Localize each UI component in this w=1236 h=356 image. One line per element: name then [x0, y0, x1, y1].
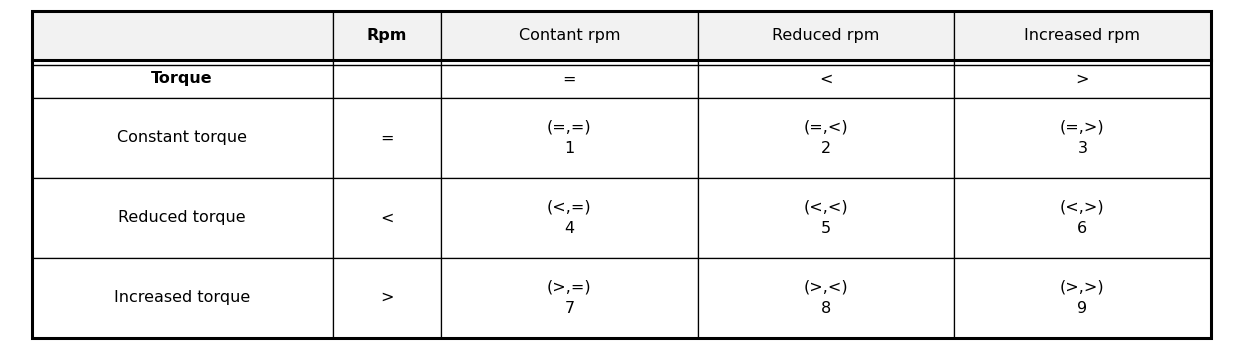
Text: Reduced rpm: Reduced rpm [772, 28, 880, 43]
Bar [332, 258, 441, 337]
Bar [954, 11, 1210, 59]
Text: Constant torque: Constant torque [117, 130, 247, 146]
Text: >: > [1075, 71, 1089, 86]
Text: (<,>)
6: (<,>) 6 [1060, 200, 1105, 236]
Text: Increased torque: Increased torque [114, 290, 250, 305]
Bar [32, 59, 332, 98]
Text: =: = [562, 71, 576, 86]
Text: <: < [381, 210, 393, 225]
Bar [32, 178, 332, 258]
Bar [697, 178, 954, 258]
Text: (=,=)
1: (=,=) 1 [548, 120, 592, 156]
Text: (>,=)
7: (>,=) 7 [548, 280, 592, 316]
Bar [954, 98, 1210, 178]
Text: Increased rpm: Increased rpm [1025, 28, 1141, 43]
Text: Rpm: Rpm [367, 28, 407, 43]
Bar [332, 11, 441, 59]
Bar [441, 258, 697, 337]
Bar [332, 59, 441, 98]
Bar [954, 258, 1210, 337]
Text: <: < [819, 71, 833, 86]
Text: Contant rpm: Contant rpm [519, 28, 620, 43]
Bar [332, 98, 441, 178]
Bar [441, 11, 697, 59]
Bar [954, 178, 1210, 258]
Bar [954, 59, 1210, 98]
Bar [697, 11, 954, 59]
Bar [697, 98, 954, 178]
Text: (>,>)
9: (>,>) 9 [1060, 280, 1105, 316]
Text: (>,<)
8: (>,<) 8 [803, 280, 848, 316]
Text: (<,=)
4: (<,=) 4 [548, 200, 592, 236]
Bar [332, 178, 441, 258]
Bar [441, 59, 697, 98]
Text: Reduced torque: Reduced torque [119, 210, 246, 225]
Bar [441, 98, 697, 178]
Text: (=,>)
3: (=,>) 3 [1060, 120, 1105, 156]
Bar [697, 59, 954, 98]
Bar [32, 98, 332, 178]
Text: Torque: Torque [151, 71, 213, 86]
Text: (=,<)
2: (=,<) 2 [803, 120, 848, 156]
Bar [697, 258, 954, 337]
Bar [32, 11, 332, 59]
Text: >: > [381, 290, 393, 305]
Bar [441, 178, 697, 258]
Bar [32, 258, 332, 337]
Text: (<,<)
5: (<,<) 5 [803, 200, 848, 236]
Text: =: = [381, 130, 393, 146]
